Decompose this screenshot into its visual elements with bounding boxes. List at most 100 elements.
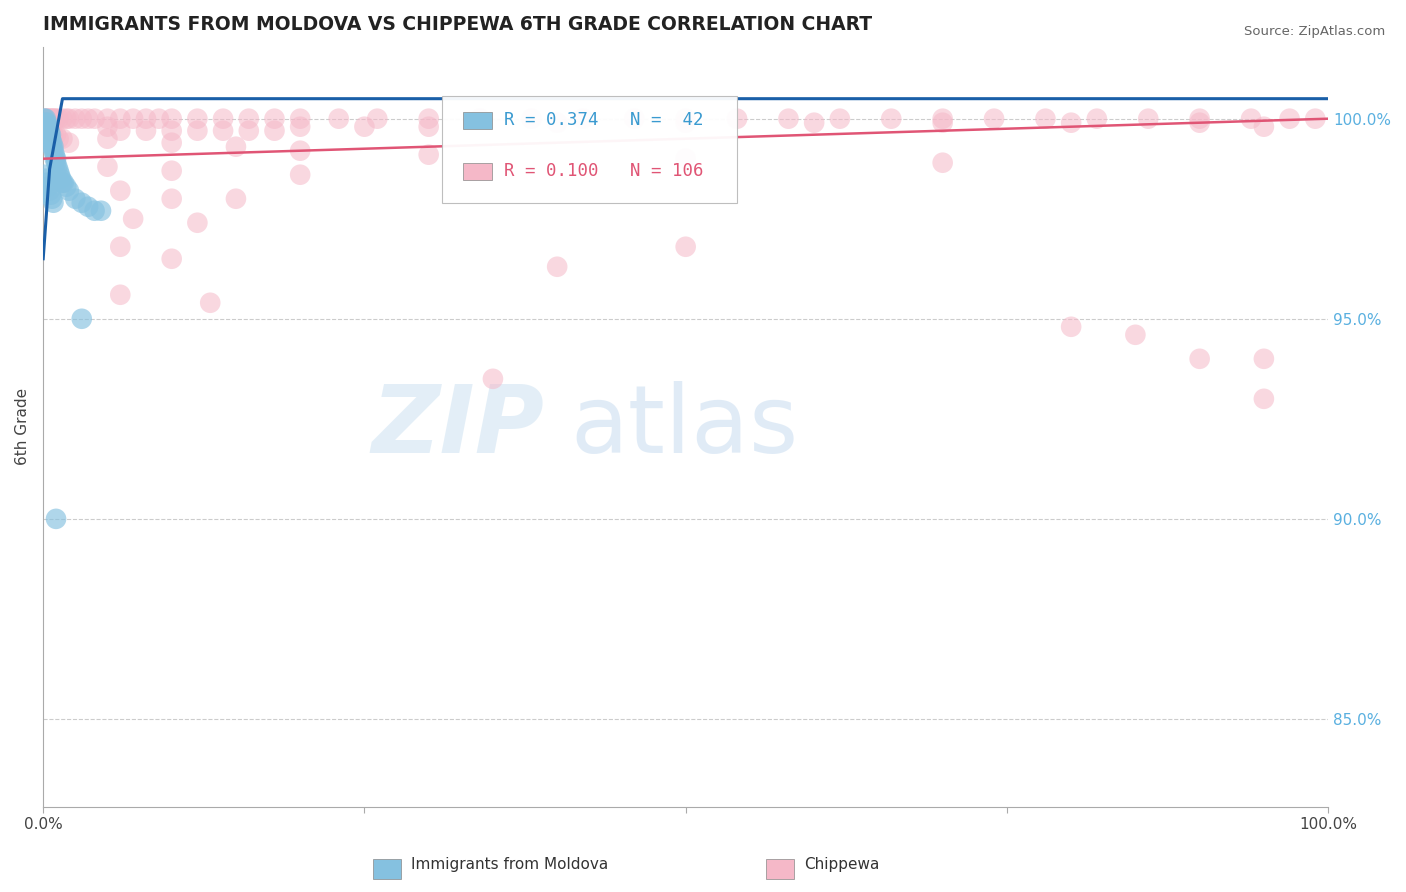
Point (148, 112, 170, 126)
Point (290, 144, 312, 158)
Point (290, 168, 312, 182)
Point (48, 131, 70, 145)
Point (1188, 116, 1211, 130)
Point (34, 168, 56, 182)
Point (48, 163, 70, 178)
Point (37, 179, 59, 194)
Point (135, 124, 157, 138)
Point (778, 112, 800, 126)
Point (212, 124, 235, 138)
Point (55, 179, 77, 194)
Point (38, 184, 60, 198)
Point (110, 124, 132, 138)
Point (35, 120, 58, 134)
Point (35, 120, 58, 134)
Text: Source: ZipAtlas.com: Source: ZipAtlas.com (1244, 25, 1385, 38)
Point (44, 152, 66, 166)
Point (39, 124, 62, 138)
Point (70, 112, 93, 126)
Point (225, 139, 247, 153)
Point (45, 112, 67, 126)
Point (77, 200, 100, 214)
Point (34, 116, 56, 130)
Point (70, 311, 93, 326)
Point (263, 112, 285, 126)
Point (931, 155, 953, 169)
Point (828, 112, 851, 126)
Point (35, 112, 58, 126)
Point (225, 192, 247, 206)
Point (880, 112, 903, 126)
Point (1188, 112, 1211, 126)
Point (46, 160, 69, 174)
Point (39, 187, 62, 202)
Point (65, 192, 87, 206)
Point (38, 112, 60, 126)
Point (1035, 112, 1057, 126)
Point (51, 131, 73, 145)
Point (110, 184, 132, 198)
Point (38, 124, 60, 138)
Point (238, 124, 260, 138)
Point (418, 147, 440, 161)
Point (1085, 112, 1108, 126)
Text: IMMIGRANTS FROM MOLDOVA VS CHIPPEWA 6TH GRADE CORRELATION CHART: IMMIGRANTS FROM MOLDOVA VS CHIPPEWA 6TH … (44, 15, 872, 34)
Text: R = 0.100   N = 106: R = 0.100 N = 106 (505, 162, 704, 180)
Point (675, 240, 697, 254)
Point (42, 112, 65, 126)
Point (675, 152, 697, 166)
Point (58, 136, 80, 150)
Point (122, 211, 145, 226)
Y-axis label: 6th Grade: 6th Grade (15, 388, 30, 466)
Point (96, 160, 118, 174)
Point (37, 124, 59, 138)
Point (37, 120, 59, 134)
Point (1253, 351, 1275, 366)
Point (186, 216, 208, 230)
Point (83, 112, 105, 126)
Point (160, 136, 183, 150)
Point (1060, 319, 1083, 334)
Point (725, 112, 748, 126)
Point (37, 120, 59, 134)
Point (160, 252, 183, 266)
Point (55, 112, 77, 126)
Point (290, 112, 312, 126)
Point (1303, 112, 1326, 126)
Point (482, 372, 505, 386)
Point (675, 116, 697, 130)
Point (1188, 351, 1211, 366)
Point (58, 112, 80, 126)
Point (366, 112, 388, 126)
Point (42, 144, 65, 158)
Point (41, 192, 63, 206)
Point (39, 112, 62, 126)
Point (200, 295, 222, 310)
Point (38, 128, 60, 142)
Point (35, 116, 58, 130)
Point (328, 112, 350, 126)
Point (44, 147, 66, 161)
Text: R = 0.374   N =  42: R = 0.374 N = 42 (505, 112, 704, 129)
Point (160, 163, 183, 178)
Point (803, 116, 825, 130)
Point (290, 120, 312, 134)
Point (41, 112, 63, 126)
Point (45, 152, 67, 166)
Point (1253, 392, 1275, 406)
Point (418, 112, 440, 126)
Point (39, 128, 62, 142)
Point (546, 116, 568, 130)
Text: Chippewa: Chippewa (804, 857, 880, 872)
Point (35, 116, 58, 130)
Point (38, 124, 60, 138)
Point (52, 176, 75, 190)
Text: ZIP: ZIP (371, 381, 544, 473)
Point (51, 171, 73, 186)
Point (96, 120, 118, 134)
Text: Immigrants from Moldova: Immigrants from Moldova (411, 857, 607, 872)
Point (1253, 120, 1275, 134)
Point (35, 176, 58, 190)
Point (58, 184, 80, 198)
Point (37, 112, 59, 126)
